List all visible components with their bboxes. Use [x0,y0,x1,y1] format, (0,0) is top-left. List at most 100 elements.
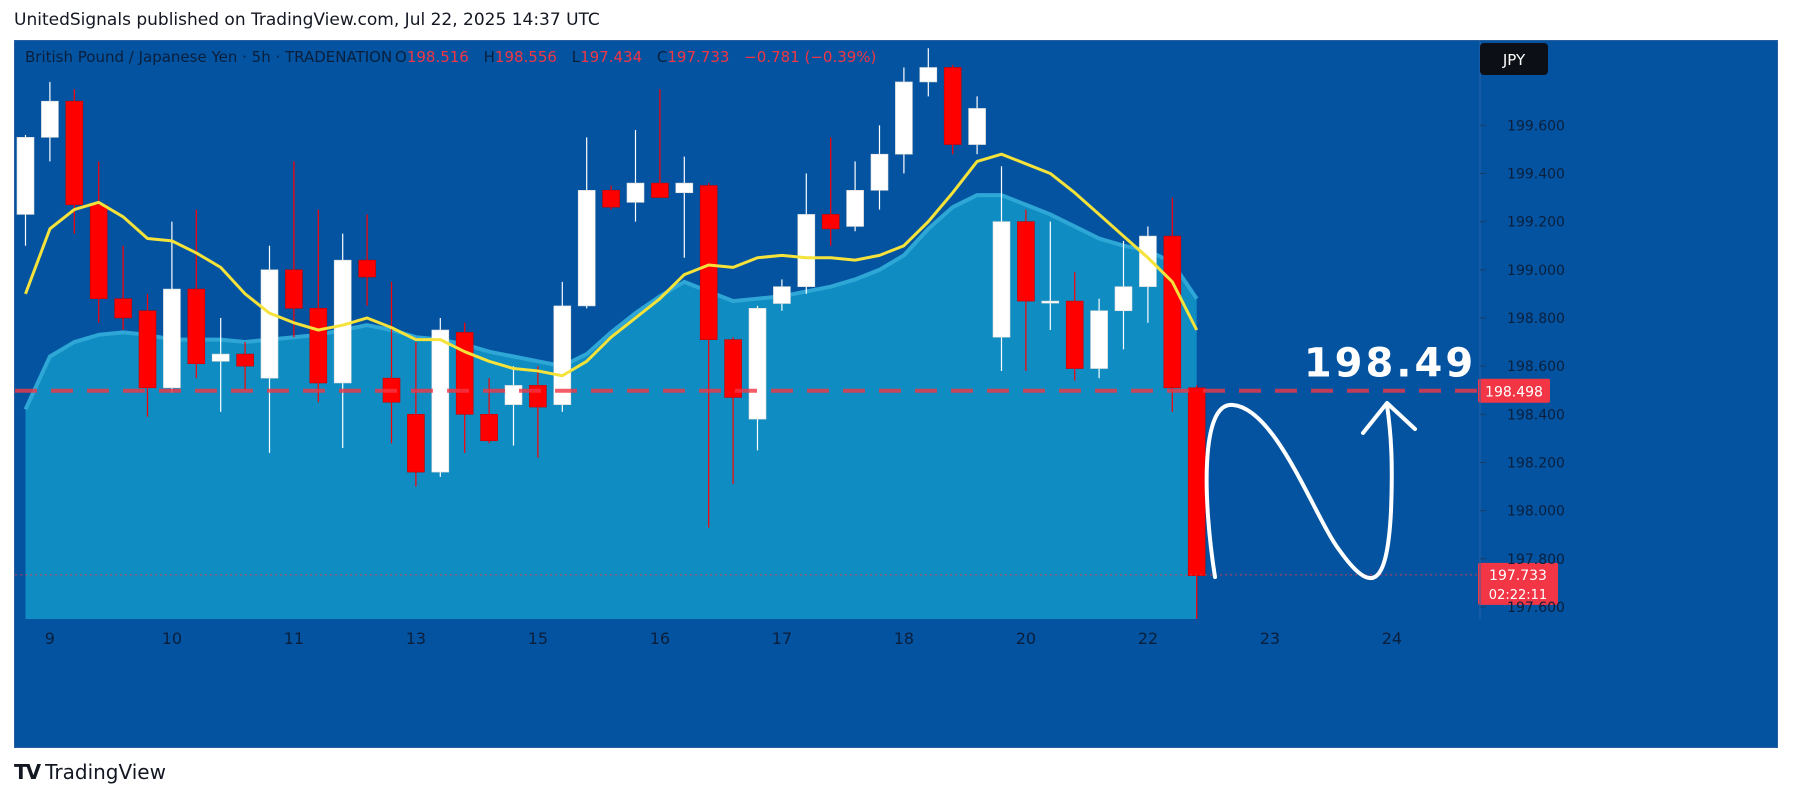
candle-body[interactable] [114,298,132,319]
candle[interactable] [138,293,157,417]
candle[interactable] [773,279,791,311]
candle[interactable] [260,245,279,453]
candle[interactable] [943,65,962,155]
candle-body[interactable] [187,288,206,365]
candle-body[interactable] [1017,221,1035,302]
candle-body[interactable] [1090,310,1108,369]
projection-arrow[interactable] [1204,402,1394,580]
price-tick-label: 199.200 [1507,215,1565,231]
candle[interactable] [821,137,840,246]
currency-badge[interactable]: JPY [1480,43,1548,75]
candle-body[interactable] [260,269,279,379]
candle-body[interactable] [748,308,767,420]
candle[interactable] [163,221,181,393]
candle[interactable] [1017,209,1035,371]
candle-body[interactable] [1187,387,1206,576]
candle-body[interactable] [333,259,352,384]
candle-body[interactable] [480,413,498,442]
candle[interactable] [358,214,376,306]
candle[interactable] [236,342,254,391]
candle[interactable] [675,156,694,258]
candle-body[interactable] [602,190,620,208]
candle-body[interactable] [919,67,938,83]
candle-body[interactable] [1114,286,1133,312]
candle-body[interactable] [65,100,84,206]
candle[interactable] [187,209,206,379]
candle[interactable] [1090,298,1108,379]
candle-body[interactable] [553,305,572,405]
legend-change: −0.781 (−0.39%) [744,48,876,66]
candle[interactable] [65,89,84,234]
chart-frame[interactable]: 198.498 198.49 197.733 02:22:11 199.600 199.… [14,40,1778,748]
candle-body[interactable] [236,353,254,367]
candle-body[interactable] [846,190,864,227]
candle-body[interactable] [89,204,108,299]
candle-body[interactable] [992,221,1011,338]
candle[interactable] [211,317,230,412]
candle-body[interactable] [821,214,840,230]
candle[interactable] [797,173,816,294]
candle[interactable] [1041,221,1060,330]
candle-body[interactable] [504,385,523,405]
candle[interactable] [89,161,108,323]
candle[interactable] [577,137,596,309]
candle-body[interactable] [211,353,230,362]
candle-body[interactable] [407,413,425,473]
candle[interactable] [1163,197,1182,412]
candle[interactable] [895,67,913,174]
candle[interactable] [1065,272,1084,381]
candle[interactable] [992,166,1011,371]
candle[interactable] [114,245,132,330]
candle-body[interactable] [309,308,328,384]
candle[interactable] [285,161,303,338]
candle-body[interactable] [1065,300,1084,369]
price-tick-label: 199.600 [1507,118,1565,134]
candle[interactable] [699,183,718,528]
candle-body[interactable] [285,269,303,309]
candle-body[interactable] [651,182,669,198]
candle-body[interactable] [41,100,59,138]
candle[interactable] [41,81,59,162]
candle-body[interactable] [138,310,157,389]
candle[interactable] [431,317,450,477]
candle[interactable] [1114,240,1133,350]
candle-body[interactable] [895,81,913,155]
candle-body[interactable] [1163,235,1182,389]
candle[interactable] [407,342,425,487]
candle-body[interactable] [724,339,742,398]
candle-body[interactable] [16,137,35,215]
candle-body[interactable] [577,190,596,307]
candle-body[interactable] [626,182,645,203]
time-tick-label: 9 [45,629,55,648]
candle-body[interactable] [431,329,450,473]
candle-body[interactable] [773,286,791,304]
candle[interactable] [1139,226,1157,323]
candle[interactable] [602,185,620,210]
footer-brand[interactable]: TV TradingView [14,760,166,784]
candle-body[interactable] [455,332,474,415]
candle[interactable] [651,89,669,198]
candle[interactable] [626,130,645,222]
candle-body[interactable] [943,67,962,145]
candle[interactable] [846,161,864,232]
target-price-text: 198.49 [1304,341,1476,387]
candle-body[interactable] [358,259,376,278]
candle[interactable] [16,134,35,246]
candle-body[interactable] [797,214,816,287]
candle-body[interactable] [529,385,547,408]
candle-body[interactable] [699,185,718,340]
candle[interactable] [382,281,401,444]
candle-body[interactable] [163,288,181,389]
candle-body[interactable] [968,108,986,145]
candle-body[interactable] [870,153,889,191]
candle[interactable] [919,48,938,97]
candle[interactable] [870,125,889,210]
candle[interactable] [724,337,742,485]
candle[interactable] [309,209,328,403]
candle-body[interactable] [675,182,694,194]
candle-body[interactable] [1041,300,1060,304]
candle[interactable] [504,366,523,446]
candle[interactable] [968,96,986,155]
candle-body[interactable] [1139,235,1157,287]
